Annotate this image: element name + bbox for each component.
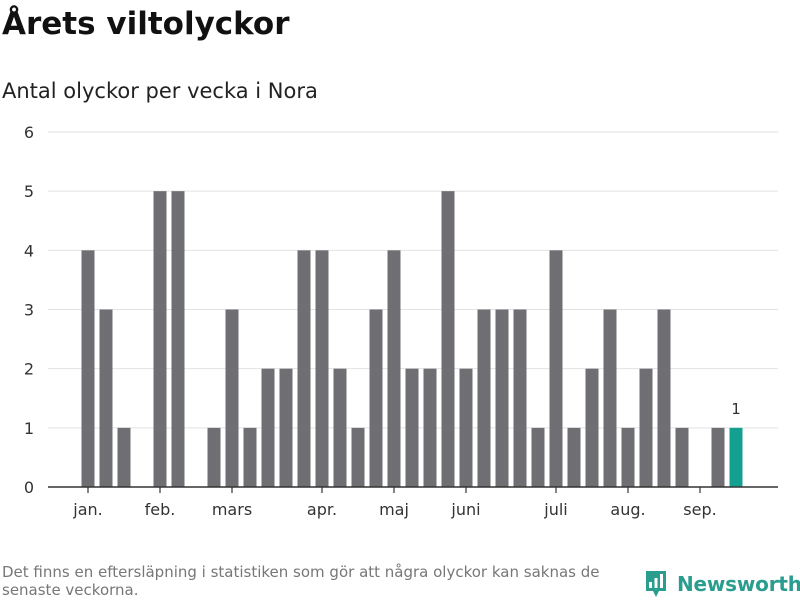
bar [81,250,95,487]
bar [387,250,401,487]
bar [531,427,545,487]
chart-subtitle: Antal olyckor per vecka i Nora [2,79,318,103]
bar [585,368,599,487]
x-tick-label: jan. [72,500,102,519]
bar [405,368,419,487]
newsworthy-logo[interactable]: Newsworthy [644,569,800,599]
y-tick-label: 4 [24,241,34,260]
bar [567,427,581,487]
bar [459,368,473,487]
y-tick-label: 0 [24,478,34,497]
x-tick-label: apr. [307,500,337,519]
bar [279,368,293,487]
y-tick-label: 1 [24,419,34,438]
y-tick-label: 3 [24,301,34,320]
bar [243,427,257,487]
x-tick-label: maj [379,500,409,519]
bar [261,368,275,487]
x-tick-label: mars [212,500,252,519]
newsworthy-logo-icon [646,571,666,597]
y-tick-label: 6 [24,123,34,142]
bar [477,309,491,487]
y-tick-label: 5 [24,182,34,201]
bar [99,309,113,487]
bar [513,309,527,487]
x-tick-label: sep. [683,500,716,519]
bar [639,368,653,487]
footnote: Det finns en eftersläpning i statistiken… [2,563,600,599]
labels: 0 1 2 3 4 5 6 1 jan. feb. mars apr. maj juni juli aug. s… [24,123,741,519]
bar [495,309,509,487]
bar [423,368,437,487]
x-tick-label: aug. [610,500,645,519]
bar [351,427,365,487]
bar [621,427,635,487]
bar [549,250,563,487]
bar [369,309,383,487]
bar [603,309,617,487]
bar [297,250,311,487]
bar [225,309,239,487]
x-axis [48,486,778,493]
x-tick-label: juni [450,500,480,519]
bar-chart: 0 1 2 3 4 5 6 1 jan. feb. mars apr. maj juni juli aug. s… [24,123,778,519]
bar [675,427,689,487]
data-label: 1 [731,400,741,418]
bars [81,191,743,487]
bar [171,191,185,487]
bar [333,368,347,487]
x-tick-label: feb. [145,500,176,519]
chart-title: Årets viltolyckor [2,6,290,42]
bar [117,427,131,487]
bar [207,427,221,487]
y-tick-label: 2 [24,360,34,379]
highlighted-bar [729,427,743,487]
bar [657,309,671,487]
bar [441,191,455,487]
brand-name: Newsworthy [677,572,800,596]
bar [315,250,329,487]
x-tick-label: juli [543,500,567,519]
bar [711,427,725,487]
bar [153,191,167,487]
